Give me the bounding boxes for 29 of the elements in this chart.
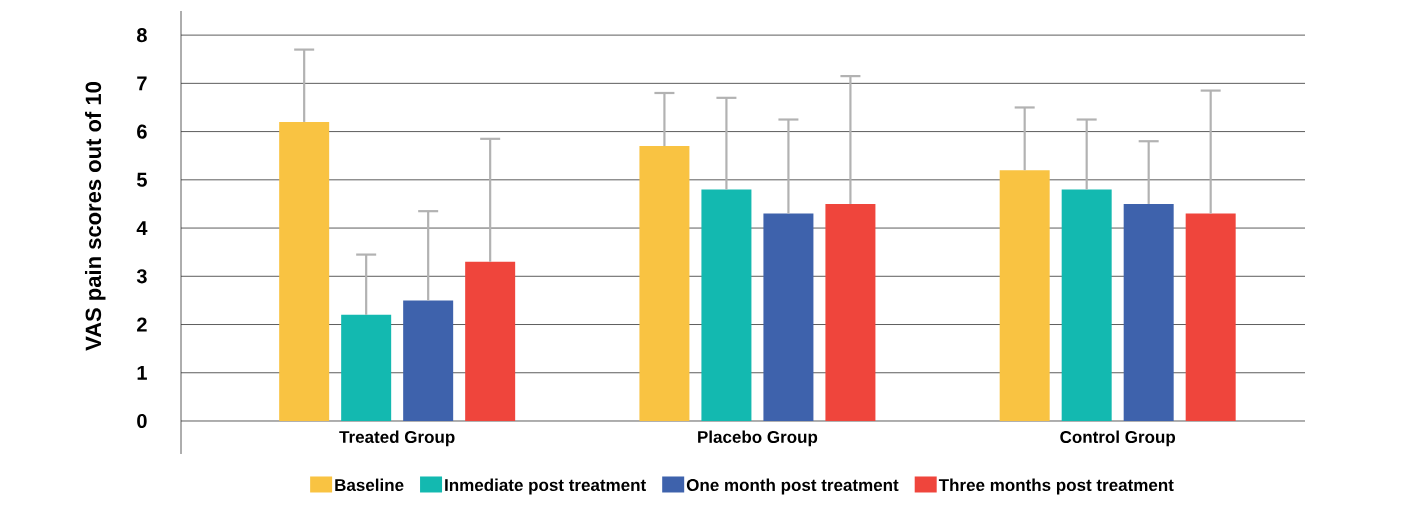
legend-label: One month post treatment: [686, 478, 899, 495]
y-tick-label: 2: [137, 317, 147, 332]
bar: [639, 146, 690, 421]
bar: [403, 300, 454, 421]
x-tick-label: Treated Group: [339, 430, 455, 447]
x-tick-label: Control Group: [1060, 430, 1176, 447]
y-tick-label: 7: [137, 76, 147, 91]
legend-label: Inmediate post treatment: [445, 478, 646, 495]
bar: [825, 203, 876, 421]
legend-label: Baseline: [335, 478, 404, 492]
bar: [1185, 213, 1236, 421]
bar: [1061, 189, 1112, 421]
x-tick-label: Placebo Group: [698, 430, 818, 447]
bar: [701, 189, 752, 421]
y-tick-label: 5: [136, 172, 147, 187]
y-axis-title: VAS pain scores out of 10: [84, 82, 106, 351]
y-tick-label: 6: [137, 124, 147, 139]
y-tick-label: 0: [137, 413, 147, 429]
legend-label: Three months post treatment: [938, 478, 1174, 495]
y-tick-label: 8: [136, 28, 147, 43]
bar: [999, 170, 1050, 421]
y-tick-label: 3: [136, 269, 147, 284]
bar: [763, 213, 814, 421]
bar: [465, 261, 516, 421]
y-tick-label: 1: [137, 365, 147, 380]
bar: [279, 121, 330, 421]
bar: [341, 314, 392, 421]
bar: [1123, 203, 1174, 421]
y-tick-label: 4: [136, 221, 148, 235]
